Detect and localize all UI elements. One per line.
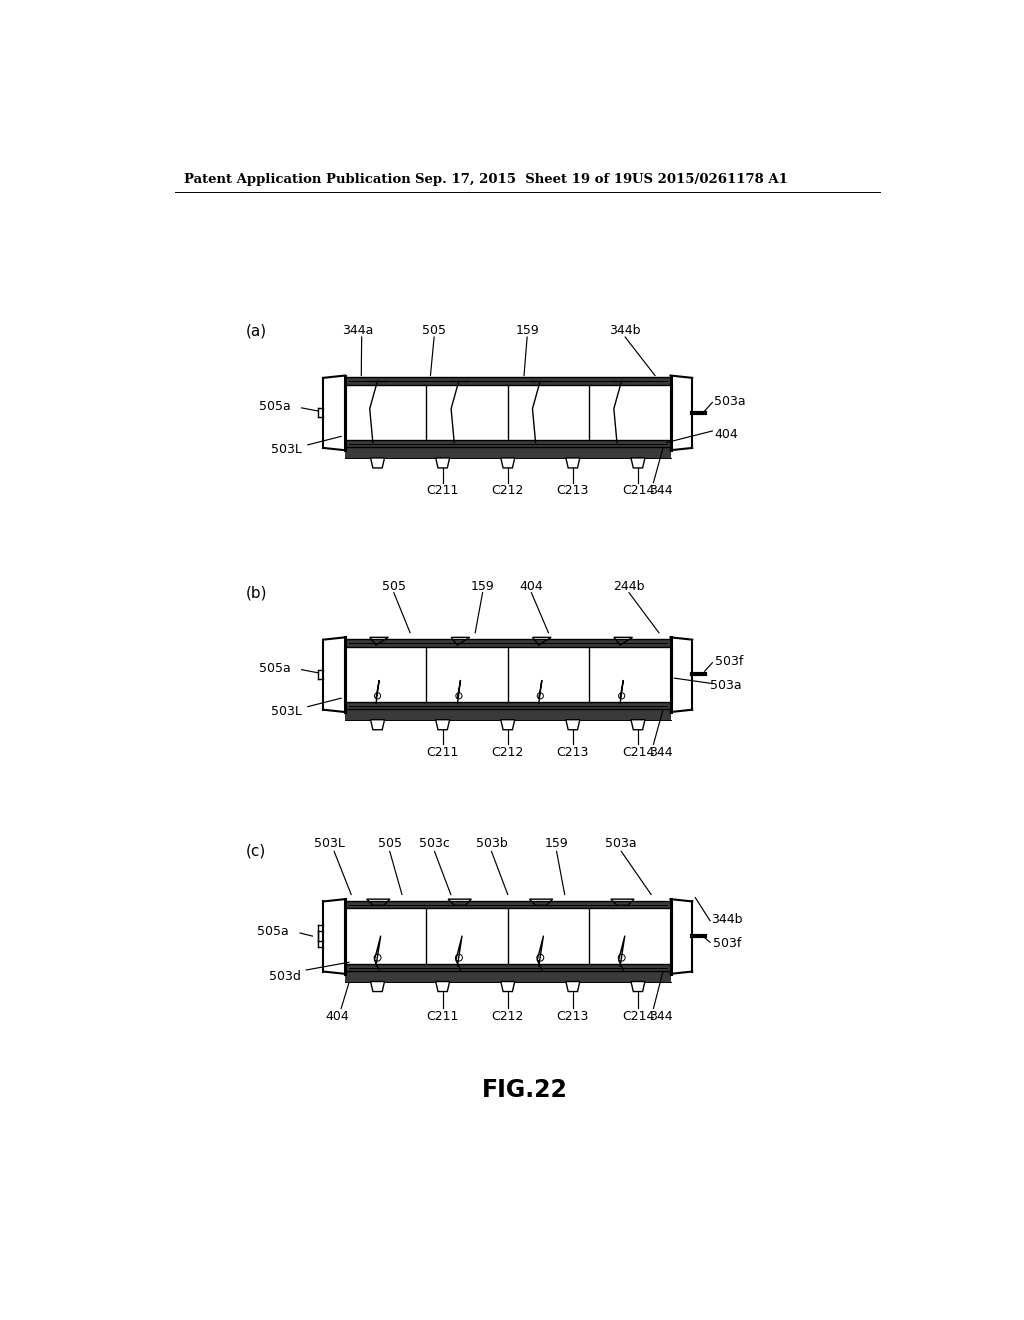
Polygon shape bbox=[345, 447, 671, 458]
Text: 503f: 503f bbox=[715, 656, 743, 668]
Polygon shape bbox=[345, 709, 671, 719]
Text: C214: C214 bbox=[622, 1010, 654, 1023]
Text: (c): (c) bbox=[246, 843, 266, 859]
Text: 244b: 244b bbox=[613, 579, 645, 593]
Text: C212: C212 bbox=[492, 1010, 524, 1023]
Text: 503f: 503f bbox=[713, 937, 741, 950]
Polygon shape bbox=[566, 982, 580, 991]
Polygon shape bbox=[345, 900, 671, 908]
Text: (a): (a) bbox=[246, 323, 267, 339]
Text: 505: 505 bbox=[422, 325, 446, 338]
Polygon shape bbox=[345, 441, 671, 447]
Text: Sep. 17, 2015  Sheet 19 of 19: Sep. 17, 2015 Sheet 19 of 19 bbox=[415, 173, 632, 186]
Text: 503L: 503L bbox=[270, 444, 301, 455]
Text: C212: C212 bbox=[492, 746, 524, 759]
Text: 159: 159 bbox=[471, 579, 495, 593]
Text: C211: C211 bbox=[426, 746, 459, 759]
Polygon shape bbox=[345, 639, 671, 647]
Text: 344b: 344b bbox=[609, 325, 641, 338]
Text: 503d: 503d bbox=[268, 970, 300, 982]
Text: 344: 344 bbox=[649, 483, 673, 496]
Polygon shape bbox=[371, 719, 385, 730]
Text: FIG.22: FIG.22 bbox=[482, 1078, 567, 1102]
Polygon shape bbox=[501, 458, 515, 469]
Polygon shape bbox=[435, 719, 450, 730]
Text: 404: 404 bbox=[715, 428, 738, 441]
Text: (b): (b) bbox=[246, 586, 267, 601]
Polygon shape bbox=[631, 719, 645, 730]
Text: C213: C213 bbox=[557, 483, 589, 496]
Text: C212: C212 bbox=[492, 483, 524, 496]
Text: US 2015/0261178 A1: US 2015/0261178 A1 bbox=[632, 173, 787, 186]
Text: 344b: 344b bbox=[712, 912, 742, 925]
Text: 503b: 503b bbox=[475, 837, 507, 850]
Text: 505: 505 bbox=[378, 837, 401, 850]
Text: 404: 404 bbox=[326, 1010, 349, 1023]
Polygon shape bbox=[501, 982, 515, 991]
Text: Patent Application Publication: Patent Application Publication bbox=[183, 173, 411, 186]
Polygon shape bbox=[345, 378, 671, 385]
Polygon shape bbox=[631, 458, 645, 469]
Text: 505a: 505a bbox=[259, 661, 291, 675]
Polygon shape bbox=[435, 982, 450, 991]
Polygon shape bbox=[501, 719, 515, 730]
Text: 503c: 503c bbox=[419, 837, 450, 850]
Text: 159: 159 bbox=[545, 837, 568, 850]
Text: 505: 505 bbox=[382, 579, 406, 593]
Text: 159: 159 bbox=[515, 325, 539, 338]
Text: 503a: 503a bbox=[711, 678, 742, 692]
Polygon shape bbox=[631, 982, 645, 991]
Text: 503L: 503L bbox=[270, 705, 301, 718]
Text: 344: 344 bbox=[649, 746, 673, 759]
Text: C211: C211 bbox=[426, 1010, 459, 1023]
Text: 503L: 503L bbox=[314, 837, 345, 850]
Text: C214: C214 bbox=[622, 746, 654, 759]
Text: 505a: 505a bbox=[259, 400, 291, 413]
Text: 503a: 503a bbox=[605, 837, 637, 850]
Polygon shape bbox=[566, 458, 580, 469]
Polygon shape bbox=[345, 970, 671, 982]
Text: 505a: 505a bbox=[257, 925, 289, 939]
Text: 404: 404 bbox=[519, 579, 544, 593]
Text: 344: 344 bbox=[649, 1010, 673, 1023]
Text: C211: C211 bbox=[426, 483, 459, 496]
Text: 503a: 503a bbox=[714, 395, 745, 408]
Text: C213: C213 bbox=[557, 1010, 589, 1023]
Polygon shape bbox=[345, 964, 671, 970]
Polygon shape bbox=[371, 458, 385, 469]
Text: C214: C214 bbox=[622, 483, 654, 496]
Polygon shape bbox=[345, 702, 671, 709]
Polygon shape bbox=[371, 982, 385, 991]
Text: 344a: 344a bbox=[342, 325, 374, 338]
Text: C213: C213 bbox=[557, 746, 589, 759]
Polygon shape bbox=[566, 719, 580, 730]
Polygon shape bbox=[435, 458, 450, 469]
